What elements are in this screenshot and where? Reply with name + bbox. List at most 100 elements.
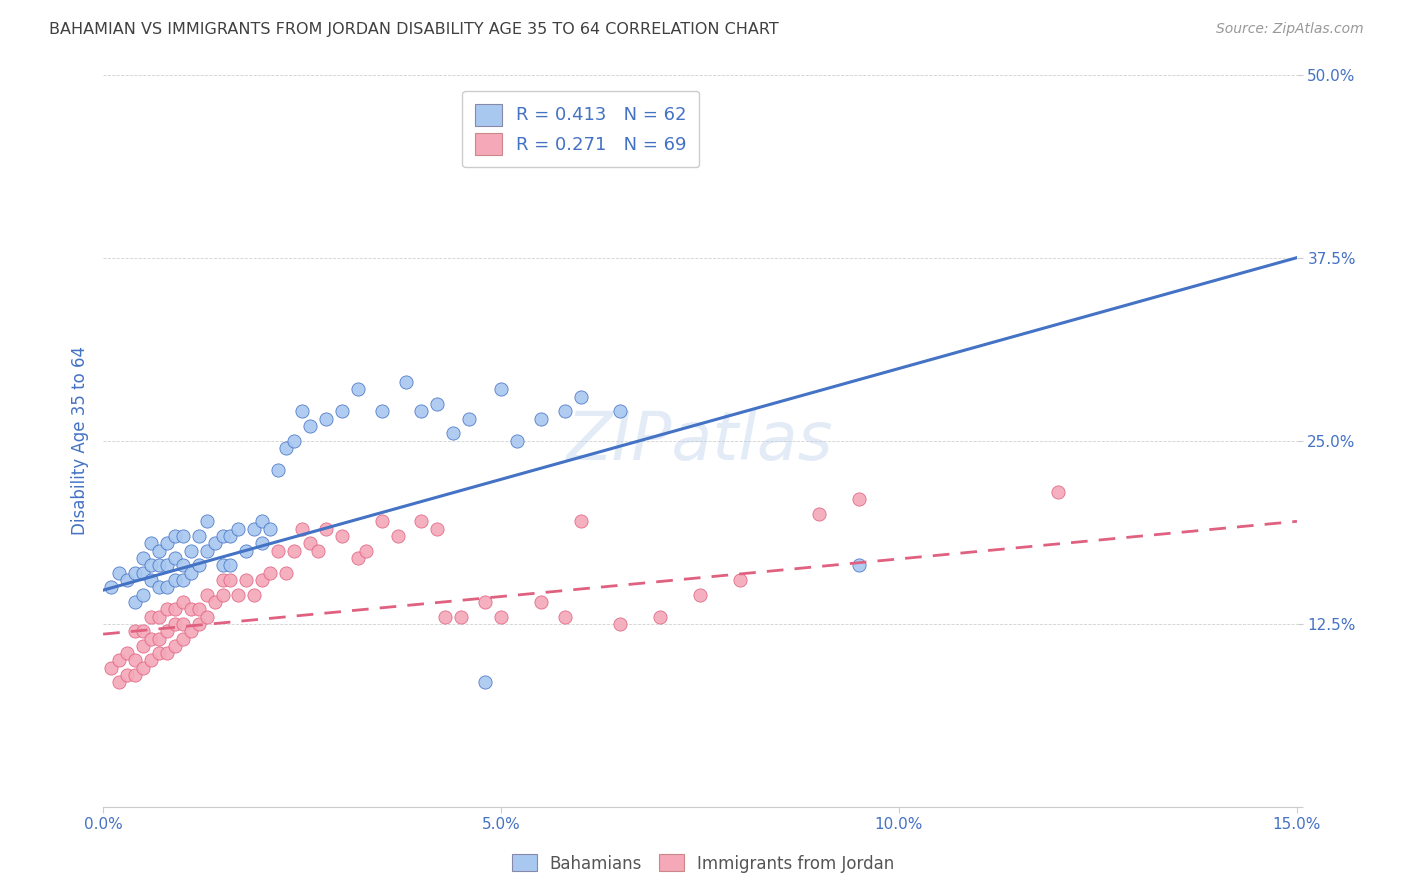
Point [276, 566, 298, 580]
Point [124, 566, 146, 580]
Point [474, 675, 496, 690]
Point [115, 573, 138, 587]
Point [411, 404, 433, 418]
Point [489, 609, 512, 624]
Point [252, 514, 274, 528]
Point [163, 529, 186, 543]
Point [283, 543, 305, 558]
Point [156, 580, 179, 594]
Y-axis label: Disability Age 35 to 64: Disability Age 35 to 64 [72, 346, 89, 535]
Point [848, 558, 870, 573]
Point [307, 543, 329, 558]
Point [554, 404, 576, 418]
Legend: Bahamians, Immigrants from Jordan: Bahamians, Immigrants from Jordan [505, 847, 901, 880]
Point [172, 632, 194, 646]
Point [139, 573, 162, 587]
Text: BAHAMIAN VS IMMIGRANTS FROM JORDAN DISABILITY AGE 35 TO 64 CORRELATION CHART: BAHAMIAN VS IMMIGRANTS FROM JORDAN DISAB… [49, 22, 779, 37]
Point [346, 550, 368, 565]
Point [100, 661, 122, 675]
Point [1047, 485, 1070, 500]
Point [187, 602, 209, 616]
Point [426, 397, 449, 411]
Point [330, 529, 353, 543]
Point [299, 536, 322, 550]
Point [187, 558, 209, 573]
Point [180, 543, 202, 558]
Point [156, 558, 179, 573]
Point [108, 566, 131, 580]
Point [315, 522, 337, 536]
Point [450, 609, 472, 624]
Point [252, 536, 274, 550]
Point [195, 514, 218, 528]
Point [108, 675, 131, 690]
Point [283, 434, 305, 448]
Point [172, 573, 194, 587]
Point [609, 616, 631, 631]
Point [219, 529, 242, 543]
Text: ZIPatlas: ZIPatlas [567, 408, 834, 474]
Legend: R = 0.413   N = 62, R = 0.271   N = 69: R = 0.413 N = 62, R = 0.271 N = 69 [463, 91, 699, 168]
Point [148, 609, 170, 624]
Point [108, 653, 131, 667]
Point [172, 529, 194, 543]
Point [211, 529, 233, 543]
Point [132, 639, 155, 653]
Point [441, 426, 464, 441]
Point [291, 522, 314, 536]
Point [211, 558, 233, 573]
Point [650, 609, 672, 624]
Point [156, 624, 179, 639]
Point [354, 543, 377, 558]
Point [243, 588, 266, 602]
Point [411, 514, 433, 528]
Point [156, 646, 179, 660]
Point [299, 419, 322, 434]
Point [235, 573, 257, 587]
Point [163, 639, 186, 653]
Point [148, 632, 170, 646]
Point [259, 566, 281, 580]
Point [172, 595, 194, 609]
Point [315, 411, 337, 425]
Point [163, 602, 186, 616]
Point [204, 536, 226, 550]
Point [235, 543, 257, 558]
Point [252, 573, 274, 587]
Point [530, 595, 553, 609]
Point [139, 558, 162, 573]
Point [267, 543, 290, 558]
Point [124, 653, 146, 667]
Point [100, 580, 122, 594]
Point [434, 609, 457, 624]
Point [474, 595, 496, 609]
Point [426, 522, 449, 536]
Point [139, 536, 162, 550]
Point [394, 375, 416, 389]
Point [267, 463, 290, 477]
Point [228, 588, 250, 602]
Point [554, 609, 576, 624]
Point [132, 566, 155, 580]
Point [276, 441, 298, 455]
Point [148, 543, 170, 558]
Point [211, 588, 233, 602]
Point [163, 573, 186, 587]
Point [156, 602, 179, 616]
Point [228, 522, 250, 536]
Point [195, 543, 218, 558]
Point [180, 602, 202, 616]
Point [139, 653, 162, 667]
Point [124, 624, 146, 639]
Point [689, 588, 711, 602]
Point [124, 668, 146, 682]
Point [180, 624, 202, 639]
Point [219, 558, 242, 573]
Point [370, 404, 392, 418]
Point [156, 536, 179, 550]
Point [115, 646, 138, 660]
Point [458, 411, 481, 425]
Point [115, 668, 138, 682]
Point [139, 632, 162, 646]
Point [163, 550, 186, 565]
